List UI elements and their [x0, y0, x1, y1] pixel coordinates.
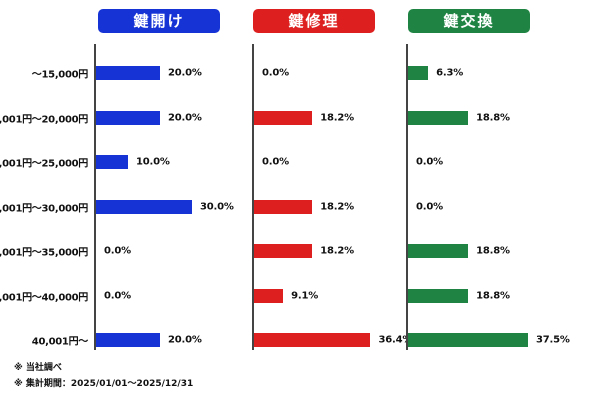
category-label: 15,001円～20,000円	[0, 114, 88, 126]
bar	[96, 333, 160, 347]
value-label: 10.0%	[136, 156, 170, 168]
value-label: 36.4%	[378, 334, 413, 346]
series-header: 鍵修理	[253, 9, 375, 33]
value-label: 20.0%	[168, 112, 202, 124]
value-label: 18.8%	[476, 245, 510, 257]
value-label: 37.5%	[536, 334, 570, 346]
series-header: 鍵開け	[98, 9, 220, 33]
category-label: 35,001円～40,000円	[0, 292, 88, 304]
bar	[96, 66, 160, 80]
value-label: 18.2%	[320, 112, 354, 124]
value-label: 0.0%	[104, 290, 131, 302]
bar	[254, 333, 371, 347]
axis-line	[406, 44, 408, 350]
value-label: 0.0%	[262, 156, 289, 168]
value-label: 18.2%	[320, 201, 354, 213]
value-label: 6.3%	[436, 67, 464, 79]
value-label: 20.0%	[168, 334, 202, 346]
category-label: ～15,000円	[31, 69, 89, 81]
value-label: 0.0%	[104, 245, 131, 257]
bar	[96, 155, 128, 169]
bar	[96, 111, 160, 125]
bar	[254, 200, 313, 214]
value-label: 0.0%	[416, 201, 443, 213]
bar	[254, 244, 313, 258]
series-header: 鍵交換	[408, 9, 530, 33]
bar	[254, 111, 313, 125]
bar	[408, 111, 469, 125]
bar	[254, 289, 284, 303]
category-label: 25,001円～30,000円	[0, 203, 88, 215]
bar	[408, 66, 429, 80]
category-label: 20,001円～25,000円	[0, 158, 88, 170]
value-label: 30.0%	[200, 201, 234, 213]
axis-line	[252, 44, 254, 350]
axis-line	[94, 44, 96, 350]
bar	[96, 200, 192, 214]
bar	[408, 289, 469, 303]
bar	[408, 244, 469, 258]
value-label: 0.0%	[416, 156, 443, 168]
value-label: 9.1%	[291, 290, 319, 302]
footnote-period: ※ 集計期間：2025/01/01～2025/12/31	[14, 379, 194, 389]
value-label: 18.8%	[476, 290, 510, 302]
category-label: 40,001円～	[31, 336, 89, 348]
value-label: 18.8%	[476, 112, 510, 124]
bar	[408, 333, 528, 347]
category-label: 30,001円～35,000円	[0, 247, 88, 259]
value-label: 0.0%	[262, 67, 289, 79]
footnote-source: ※ 当社調べ	[14, 363, 62, 373]
value-label: 18.2%	[320, 245, 354, 257]
value-label: 20.0%	[168, 67, 202, 79]
